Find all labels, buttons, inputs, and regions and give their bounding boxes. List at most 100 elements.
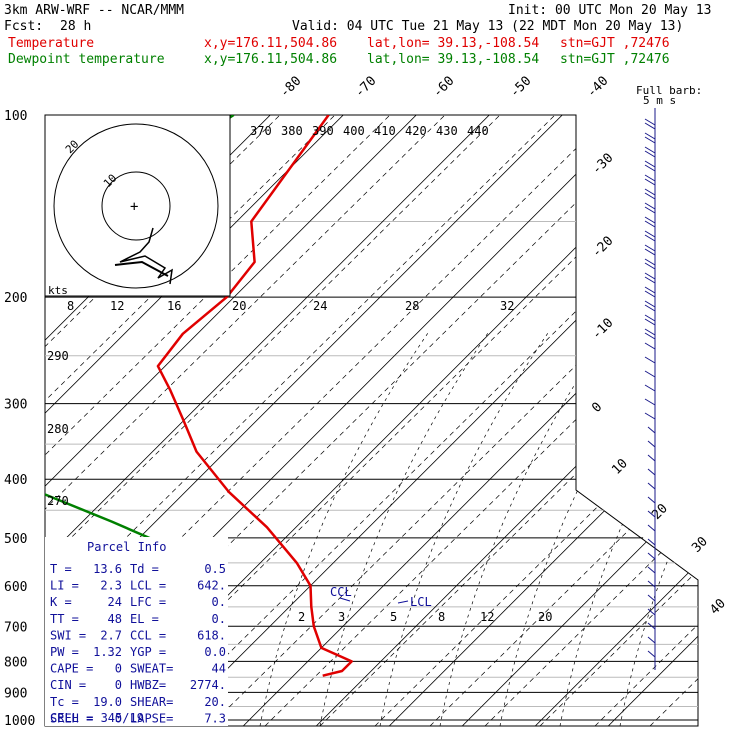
wind-barb-icon xyxy=(644,412,656,420)
legend-temperature-stn: stn=GJT ,72476 xyxy=(560,36,670,51)
isotherm-line xyxy=(163,115,698,726)
wind-barb-icon xyxy=(644,188,656,196)
barb-key-unit: 5 m s xyxy=(643,94,676,107)
pressure-tick-label: 1000 xyxy=(4,714,35,729)
wind-barb-icon xyxy=(647,650,656,658)
parcel-info-value: 0 xyxy=(115,662,122,676)
pressure-tick-label: 500 xyxy=(4,532,27,547)
fcst-label: Fcst: xyxy=(4,19,43,34)
dry-adiabat xyxy=(705,115,740,726)
theta-label: 420 xyxy=(405,124,427,138)
wind-barb-icon xyxy=(644,164,656,172)
pressure-tick-label: 400 xyxy=(4,473,27,488)
temperature-line xyxy=(156,115,353,677)
parcel-info-value: Tc = xyxy=(50,695,79,709)
parcel-info-value: 44 xyxy=(212,662,226,676)
moist-adiabat xyxy=(619,329,698,726)
wind-barb-icon xyxy=(644,290,656,298)
parcel-info-value: HWBZ= xyxy=(130,678,166,692)
wind-barb-icon xyxy=(644,272,656,280)
legend-dewpoint-coords: x,y=176.11,504.86 xyxy=(204,52,337,67)
dry-adiabat xyxy=(429,115,698,726)
parcel-info-value: 13.6 xyxy=(93,562,122,576)
parcel-info-value: 0.5 xyxy=(204,562,226,576)
wind-barb-icon xyxy=(647,426,656,434)
parcel-info-value: SWI = xyxy=(50,628,86,642)
theta-side-label: 270 xyxy=(47,494,69,508)
hodograph-speed-tick: 32 xyxy=(500,299,514,313)
parcel-info-value: CAPE = xyxy=(50,662,93,676)
isotherm-line xyxy=(45,115,372,726)
wind-barb-icon xyxy=(644,118,656,126)
hodograph-arrow-icon xyxy=(114,260,169,277)
wind-barb-icon xyxy=(644,132,656,140)
isotherm-label: -80 xyxy=(277,74,304,101)
isotherm-line xyxy=(528,115,698,726)
wind-barb-icon xyxy=(644,234,656,242)
parcel-info-value: 2.7 xyxy=(100,628,122,642)
legend-temperature-coords: x,y=176.11,504.86 xyxy=(204,36,337,51)
parcel-info-value: 1.32 xyxy=(93,645,122,659)
hodograph-ring-outer xyxy=(53,123,219,289)
parcel-info-value: LI = xyxy=(50,579,79,593)
lcl-label: LCL xyxy=(410,595,432,609)
hodograph-speed-tick: 16 xyxy=(167,299,181,313)
mixing-ratio-label: 3 xyxy=(338,610,345,624)
isotherm-label: -20 xyxy=(589,234,616,261)
wind-barb-icon xyxy=(644,304,656,312)
wind-barb-icon xyxy=(644,262,656,270)
parcel-info-bg xyxy=(45,537,228,726)
dry-adiabat xyxy=(374,115,698,726)
dry-adiabat xyxy=(649,115,698,726)
parcel-info-value: Td = xyxy=(130,562,159,576)
parcel-info-value: T = xyxy=(50,562,72,576)
isotherm-line xyxy=(236,115,698,726)
wind-barb-icon xyxy=(644,220,656,228)
wind-barb-icon xyxy=(644,160,656,168)
wind-barb-icon xyxy=(644,332,656,340)
dry-adiabat xyxy=(154,115,698,726)
parcel-info-value: 48 xyxy=(108,612,122,626)
dry-adiabat xyxy=(209,115,698,726)
wind-barb-icon xyxy=(647,580,656,588)
theta-side-label: 290 xyxy=(47,349,69,363)
parcel-info-value: 0 xyxy=(115,678,122,692)
wind-barb-icon xyxy=(647,524,656,532)
parcel-info-value: K = xyxy=(50,595,72,609)
isotherm-line xyxy=(601,115,698,726)
wind-barb-icon xyxy=(644,276,656,284)
wind-barb-icon xyxy=(644,286,656,294)
wind-barb-icon xyxy=(644,370,656,378)
moist-adiabat xyxy=(559,329,698,726)
isotherm-line xyxy=(45,115,518,726)
wind-barb-icon xyxy=(647,552,656,560)
mixing-ratio-label: 2 xyxy=(298,610,305,624)
dry-adiabat xyxy=(45,115,501,726)
parcel-info-value: 0 xyxy=(115,711,122,725)
wind-barb-icon xyxy=(647,594,656,602)
parcel-info-value: 0.0 xyxy=(204,645,226,659)
parcel-info-title: Parcel Info xyxy=(87,540,166,554)
legend-temperature-latlon: lat,lon= 39.13,-108.54 xyxy=(367,36,539,51)
dry-adiabat xyxy=(45,115,391,726)
pressure-tick-label: 100 xyxy=(4,109,27,124)
isotherm-label: -70 xyxy=(352,74,379,101)
parcel-info-value: 642. xyxy=(197,579,226,593)
parcel-info-value: 7.3 xyxy=(204,711,226,725)
isotherm-label: 0 xyxy=(589,400,605,416)
fcst-value: 28 h xyxy=(60,19,91,34)
wind-barb-icon xyxy=(647,538,656,546)
isotherm-label: -40 xyxy=(584,74,611,101)
legend-dewpoint-stn: stn=GJT ,72476 xyxy=(560,52,670,67)
valid-time: Valid: 04 UTC Tue 21 May 13 (22 MDT Mon … xyxy=(292,19,683,34)
pressure-tick-label: 200 xyxy=(4,291,27,306)
parcel-info-value: LCL = xyxy=(130,579,166,593)
parcel-info-value: SREH = xyxy=(50,711,93,725)
mixing-ratio-label: 12 xyxy=(480,610,494,624)
wind-barb-icon xyxy=(644,216,656,224)
wind-barb-icon xyxy=(644,318,656,326)
moist-adiabat xyxy=(499,329,671,726)
init-time: Init: 00 UTC Mon 20 May 13 xyxy=(508,3,712,18)
isotherm-label: 40 xyxy=(707,596,729,618)
